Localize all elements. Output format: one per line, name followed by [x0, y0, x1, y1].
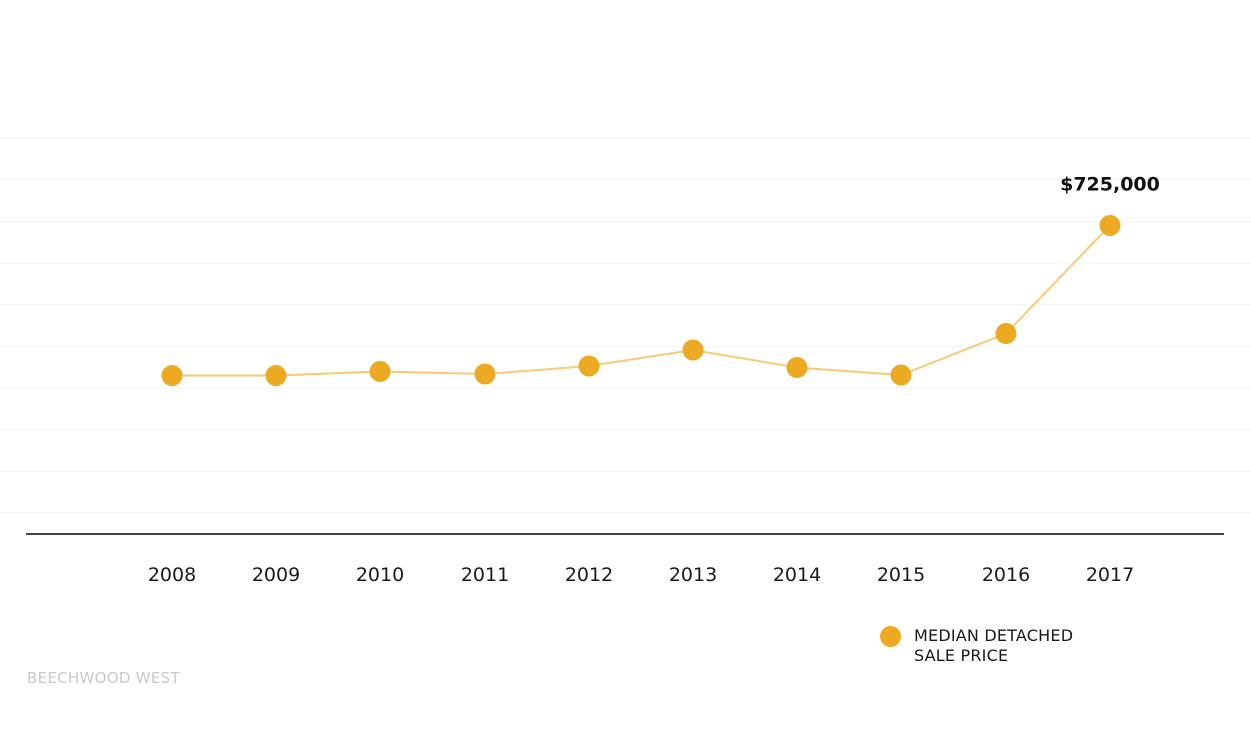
x-tick-label-2009: 2009: [252, 564, 300, 586]
data-point-2017: [1099, 215, 1121, 236]
data-point-2012: [578, 355, 600, 377]
x-tick-label-2015: 2015: [877, 564, 925, 586]
series-median-detached-sale-price: [161, 215, 1121, 386]
data-point-2008: [161, 365, 183, 386]
data-point-2013: [682, 339, 704, 361]
x-tick-label-2008: 2008: [148, 564, 196, 586]
data-point-2009: [265, 365, 287, 386]
legend: MEDIAN DETACHED SALE PRICE: [880, 626, 1094, 666]
x-tick-label-2012: 2012: [565, 564, 613, 586]
x-tick-label-2014: 2014: [773, 564, 821, 586]
legend-swatch: [880, 626, 901, 647]
gridlines: [0, 137, 1251, 514]
x-tick-label-2010: 2010: [356, 564, 404, 586]
data-point-2014: [786, 357, 808, 378]
legend-label: MEDIAN DETACHED SALE PRICE: [914, 626, 1074, 665]
data-point-2016: [995, 323, 1017, 344]
series-line: [172, 224, 1111, 377]
x-axis-ticks: 2008 2009 2010 2011 2012 2013 2014 2015 2016 2017: [148, 564, 1134, 586]
x-tick-label-2016: 2016: [982, 564, 1030, 586]
data-label-2017: $725,000: [1060, 174, 1160, 196]
watermark-label: BEECHWOOD WEST: [27, 669, 180, 687]
data-labels: $725,000: [1060, 174, 1160, 196]
x-tick-label-2013: 2013: [669, 564, 717, 586]
x-tick-label-2017: 2017: [1086, 564, 1134, 586]
data-point-2010: [369, 361, 391, 382]
data-point-2015: [890, 364, 912, 386]
x-tick-label-2011: 2011: [461, 564, 509, 586]
data-point-2011: [474, 363, 496, 385]
